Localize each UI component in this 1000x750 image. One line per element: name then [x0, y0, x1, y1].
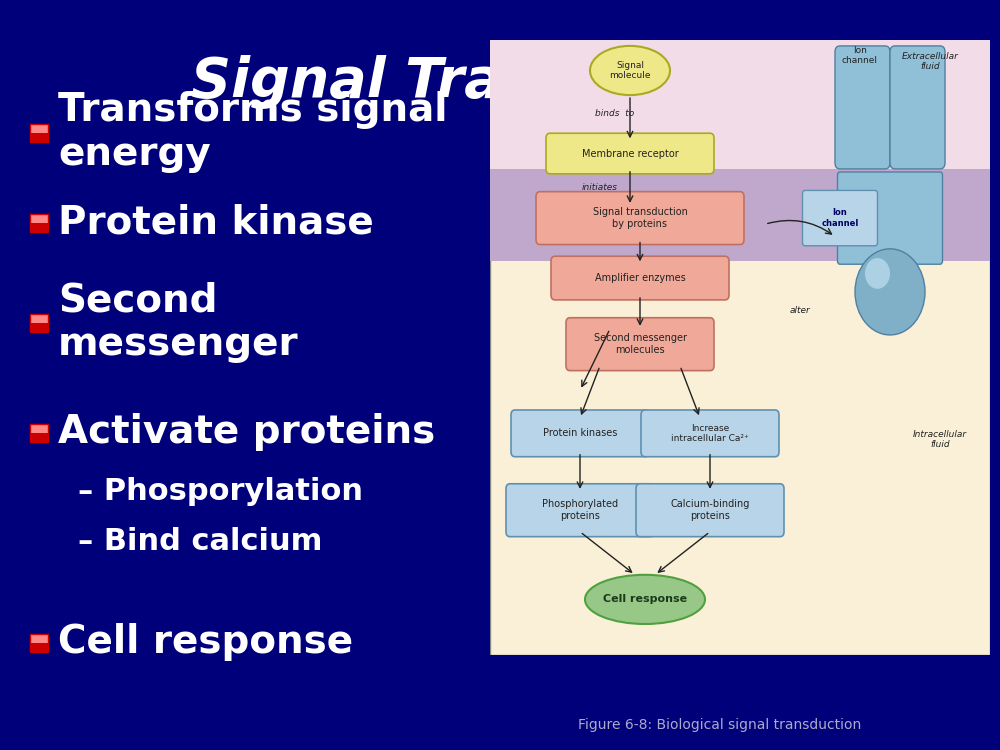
FancyBboxPatch shape [838, 172, 942, 264]
FancyBboxPatch shape [551, 256, 729, 300]
Text: Phosphorylated
proteins: Phosphorylated proteins [542, 500, 618, 521]
Text: Ion
channel: Ion channel [821, 209, 859, 228]
Ellipse shape [585, 574, 705, 624]
Text: Membrane receptor: Membrane receptor [582, 148, 678, 158]
FancyBboxPatch shape [490, 40, 990, 655]
Text: initiates: initiates [582, 183, 618, 192]
Text: Second messenger
molecules: Second messenger molecules [594, 333, 686, 355]
FancyBboxPatch shape [536, 192, 744, 244]
Text: alter: alter [790, 306, 810, 315]
FancyBboxPatch shape [30, 133, 48, 142]
FancyBboxPatch shape [890, 46, 945, 169]
FancyBboxPatch shape [30, 634, 48, 652]
Text: Transforms signal
energy: Transforms signal energy [58, 91, 448, 173]
Text: binds  to: binds to [595, 109, 634, 118]
FancyBboxPatch shape [30, 314, 48, 332]
Text: Amplifier enzymes: Amplifier enzymes [595, 273, 685, 284]
Text: Protein kinases: Protein kinases [543, 428, 617, 438]
FancyBboxPatch shape [30, 214, 48, 232]
Text: Extracellular
fluid: Extracellular fluid [902, 52, 958, 71]
Text: Signal
molecule: Signal molecule [609, 61, 651, 80]
FancyBboxPatch shape [490, 169, 990, 261]
FancyBboxPatch shape [30, 223, 48, 232]
FancyBboxPatch shape [835, 46, 890, 169]
Text: – Phosporylation: – Phosporylation [78, 478, 363, 506]
FancyBboxPatch shape [802, 190, 878, 246]
Text: Activate proteins: Activate proteins [58, 413, 435, 451]
FancyBboxPatch shape [641, 410, 779, 457]
Text: Cell response: Cell response [58, 623, 353, 661]
FancyBboxPatch shape [30, 323, 48, 332]
Ellipse shape [590, 46, 670, 95]
Text: Calcium-binding
proteins: Calcium-binding proteins [670, 500, 750, 521]
Text: – Bind calcium: – Bind calcium [78, 527, 322, 556]
Circle shape [855, 249, 925, 335]
Text: Second
messenger: Second messenger [58, 281, 299, 363]
Text: Intracellular
fluid: Intracellular fluid [913, 430, 967, 449]
Text: Signal transduction
by proteins: Signal transduction by proteins [593, 207, 687, 229]
FancyBboxPatch shape [490, 40, 990, 182]
FancyBboxPatch shape [30, 643, 48, 652]
FancyBboxPatch shape [546, 134, 714, 174]
FancyBboxPatch shape [506, 484, 654, 537]
Text: Increase
intracellular Ca²⁺: Increase intracellular Ca²⁺ [671, 424, 749, 443]
Text: Cell response: Cell response [603, 595, 687, 604]
FancyBboxPatch shape [30, 433, 48, 442]
FancyBboxPatch shape [566, 318, 714, 370]
Circle shape [865, 258, 890, 289]
FancyBboxPatch shape [30, 424, 48, 442]
Text: Protein kinase: Protein kinase [58, 203, 374, 241]
FancyBboxPatch shape [636, 484, 784, 537]
Text: Ion
channel: Ion channel [842, 46, 878, 65]
Text: Figure 6-8: Biological signal transduction: Figure 6-8: Biological signal transducti… [578, 718, 862, 732]
FancyBboxPatch shape [30, 124, 48, 142]
FancyBboxPatch shape [511, 410, 649, 457]
Text: Signal Transduction: Signal Transduction [191, 55, 809, 109]
